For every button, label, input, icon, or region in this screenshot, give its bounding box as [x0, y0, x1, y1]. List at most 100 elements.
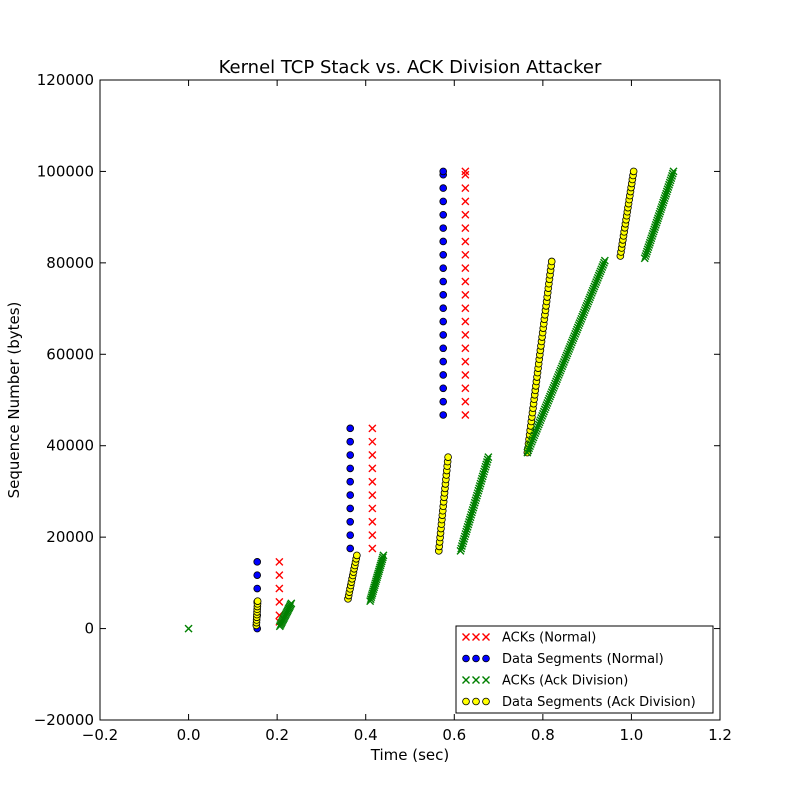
- y-tick-label: 120000: [37, 71, 94, 89]
- data-point: [583, 299, 592, 308]
- data-point: [546, 392, 554, 401]
- data-point: [482, 460, 491, 469]
- data-point: [579, 308, 588, 317]
- data-point: [461, 410, 470, 419]
- legend-marker-dot: [462, 654, 470, 663]
- data-point: [525, 442, 534, 451]
- data-point: [462, 525, 471, 534]
- legend: ACKs (Normal) Data Segments (Normal) ACKs …: [455, 625, 714, 714]
- data-point: [368, 504, 377, 513]
- data-point: [523, 448, 532, 457]
- data-point: [533, 422, 542, 431]
- data-point: [563, 349, 572, 358]
- data-point: [555, 368, 564, 377]
- data-point: [439, 357, 448, 366]
- data-point: [648, 232, 657, 241]
- data-point: [532, 427, 541, 435]
- data-point: [654, 214, 662, 223]
- data-point: [439, 277, 448, 286]
- data-point: [461, 384, 470, 393]
- data-point: [461, 304, 470, 313]
- data-point: [461, 290, 470, 299]
- y-tick-label: 40000: [46, 437, 94, 455]
- data-point: [562, 351, 571, 360]
- data-point: [460, 534, 469, 543]
- data-point: [541, 403, 550, 412]
- data-point: [658, 200, 667, 209]
- legend-marker-dot: [472, 676, 480, 684]
- series-3: [184, 167, 678, 633]
- data-point: [470, 498, 479, 507]
- data-point: [539, 407, 548, 416]
- data-point: [553, 373, 562, 382]
- data-point: [368, 491, 377, 500]
- x-tick-label: −0.2: [82, 726, 118, 744]
- data-point: [660, 194, 669, 203]
- data-point: [668, 171, 677, 180]
- series-2: [253, 167, 448, 633]
- data-point: [537, 414, 546, 423]
- data-point: [439, 304, 448, 313]
- data-point: [661, 191, 670, 200]
- data-point: [590, 282, 599, 291]
- legend-marker: [462, 676, 490, 684]
- data-point: [542, 401, 551, 410]
- legend-marker-dot: [472, 633, 480, 641]
- legend-marker-dot: [472, 697, 480, 706]
- data-point: [640, 254, 649, 263]
- data-point: [538, 411, 547, 420]
- data-point: [439, 291, 448, 299]
- legend-marker: [462, 633, 490, 641]
- data-point: [461, 530, 470, 539]
- data-point: [439, 397, 448, 406]
- data-point: [534, 420, 543, 429]
- data-point: [378, 553, 387, 562]
- legend-label: ACKs (Ack Division): [502, 674, 628, 689]
- data-point: [576, 316, 585, 325]
- data-point: [461, 170, 470, 179]
- data-point: [641, 252, 650, 261]
- data-point: [525, 444, 534, 453]
- data-point: [592, 278, 601, 287]
- data-point: [585, 295, 594, 304]
- data-point: [560, 355, 569, 364]
- data-point: [481, 462, 490, 471]
- data-point: [459, 537, 468, 546]
- legend-marker-dot: [482, 676, 490, 684]
- data-point: [461, 330, 470, 339]
- data-point: [458, 539, 467, 548]
- data-point: [477, 474, 486, 483]
- data-point: [253, 597, 262, 605]
- data-point: [588, 286, 597, 295]
- legend-marker-dot: [482, 697, 490, 706]
- data-point: [570, 332, 579, 341]
- data-point: [642, 247, 651, 256]
- data-point: [574, 321, 583, 330]
- x-tick-label: 0.2: [265, 726, 289, 744]
- data-point: [439, 344, 448, 353]
- x-tick-label: 0.0: [177, 726, 201, 744]
- data-point: [346, 451, 355, 459]
- plot-frame: [99, 79, 721, 721]
- data-point: [589, 284, 598, 293]
- data-point: [470, 501, 479, 510]
- data-point: [475, 481, 484, 490]
- data-point: [457, 544, 466, 553]
- data-point: [461, 344, 470, 353]
- data-point: [531, 429, 540, 438]
- data-point: [439, 210, 448, 219]
- data-point: [544, 396, 553, 405]
- data-point: [368, 544, 377, 553]
- data-point: [577, 314, 586, 323]
- data-point: [600, 256, 609, 265]
- data-point: [666, 176, 675, 185]
- data-point: [554, 370, 563, 379]
- data-point: [439, 237, 448, 246]
- data-point: [461, 237, 470, 246]
- data-point: [465, 515, 474, 524]
- data-point: [665, 180, 674, 189]
- data-point: [594, 271, 603, 280]
- data-point: [540, 405, 549, 414]
- data-point: [567, 338, 576, 347]
